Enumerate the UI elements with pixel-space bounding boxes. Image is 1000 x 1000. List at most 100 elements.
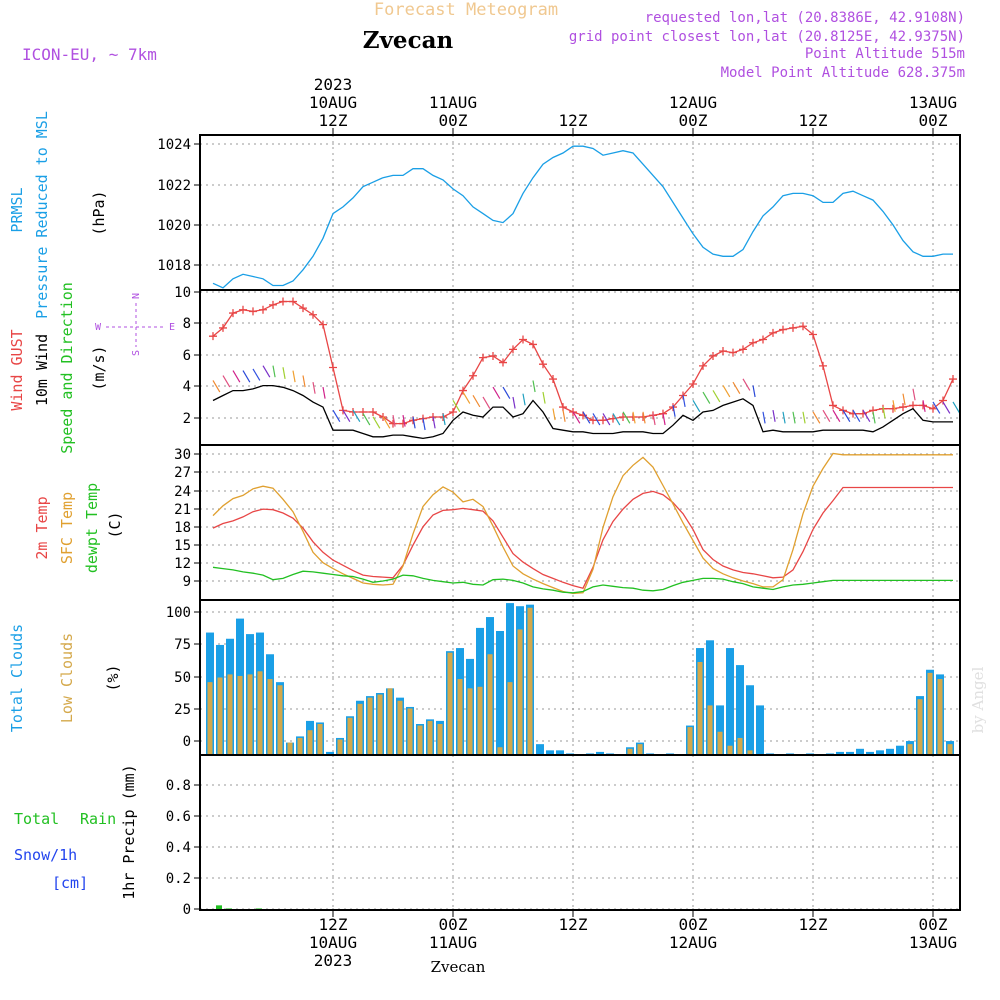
time-label-top: 13AUG (909, 93, 957, 112)
low-cloud-bar (737, 737, 743, 755)
wind-arrow (782, 411, 786, 424)
y-tick-label: 27 (174, 465, 191, 481)
gust-marker (449, 408, 457, 417)
low-cloud-bar (937, 679, 943, 755)
wind-arrow (262, 365, 271, 378)
gust-marker (299, 304, 307, 313)
wind-arrow (612, 413, 621, 426)
gust-marker (729, 348, 737, 357)
low-cloud-bar (427, 720, 433, 755)
series-line-10m-wind (212, 384, 953, 440)
gust-marker (779, 325, 787, 334)
low-cloud-bar (707, 705, 713, 755)
series-line-2m-temp (212, 486, 953, 589)
time-label-top: 12Z (559, 111, 588, 130)
gust-marker (769, 328, 777, 337)
y-tick-label: 100 (166, 605, 191, 621)
panel-label-wind: Wind GUST (8, 329, 26, 410)
y-tick-label: 2 (183, 411, 191, 427)
low-cloud-bar (947, 744, 953, 755)
low-cloud-bar (217, 677, 223, 755)
wind-arrow (342, 409, 351, 423)
low-cloud-bar (277, 685, 283, 755)
low-cloud-bar (337, 739, 343, 755)
gust-marker (289, 297, 297, 306)
y-tick-label: 4 (183, 379, 191, 395)
wind-arrow (952, 401, 961, 414)
time-label-top: 10AUG (309, 93, 357, 112)
series-line-wind-gust (212, 300, 954, 425)
low-cloud-bar (447, 652, 453, 755)
total-cloud-bar (546, 750, 554, 755)
total-cloud-bar (846, 751, 854, 755)
wind-compass: N S W E (95, 293, 175, 356)
total-cloud-bar (726, 648, 734, 755)
y-tick-label: 9 (183, 574, 191, 590)
plot-border (199, 134, 961, 911)
wind-arrow (232, 370, 241, 383)
wind-arrow (682, 395, 686, 407)
precip-total-label: Total (14, 810, 59, 828)
low-cloud-bar (467, 688, 473, 755)
wind-arrow (572, 411, 581, 424)
wind-arrow (822, 409, 831, 423)
gust-marker (749, 338, 757, 347)
wind-arrow (252, 368, 261, 381)
rain-bar (216, 905, 222, 910)
time-label-bottom: 12Z (799, 915, 828, 934)
top-title: Forecast Meteogram (374, 0, 558, 20)
time-label-top: 12AUG (669, 93, 717, 112)
gust-marker (219, 323, 227, 332)
model-label: ICON-EU, ~ 7km (22, 45, 157, 64)
low-cloud-bar (397, 700, 403, 755)
wind-arrow (892, 400, 896, 412)
wind-arrow (402, 415, 406, 427)
total-cloud-bar (736, 665, 744, 755)
wind-arrow (602, 413, 611, 426)
total-cloud-bar (556, 750, 564, 755)
wind-arrow (932, 401, 941, 414)
time-label-bottom: 00Z (439, 915, 468, 934)
wind-arrow (592, 413, 601, 426)
low-cloud-bar (527, 607, 533, 755)
wind-arrow (912, 388, 916, 401)
y-tick-label: 0.6 (166, 809, 191, 825)
y-tick-label: 21 (174, 502, 191, 518)
gust-marker (369, 408, 377, 417)
total-cloud-bar (596, 751, 604, 755)
wind-arrow (772, 410, 776, 422)
y-tick-label: 0.2 (166, 871, 191, 887)
time-label-top: 00Z (439, 111, 468, 130)
low-cloud-bar (407, 708, 413, 755)
time-label-top: 11AUG (429, 93, 477, 112)
compass-n: N (131, 293, 142, 299)
panel-label-temp: 2m Temp (33, 496, 51, 559)
total-cloud-bar (836, 751, 844, 755)
low-cloud-bar (287, 742, 293, 755)
wind-arrow (852, 409, 861, 423)
total-cloud-bar (866, 751, 874, 755)
series-line-prmsl (212, 145, 953, 289)
panel-label-wind: 10m Wind (33, 334, 51, 406)
y-tick-label: 0.4 (166, 840, 191, 856)
time-label-top: 12Z (799, 111, 828, 130)
wind-arrow (552, 408, 556, 421)
low-cloud-bar (907, 744, 913, 755)
time-label-top: 12Z (319, 111, 348, 130)
y-tick-label: 1024 (157, 137, 191, 153)
wind-arrow (492, 386, 501, 399)
gust-marker (259, 305, 267, 314)
wind-arrow (742, 378, 751, 391)
wind-arrow (712, 390, 721, 403)
time-label-bottom: 00Z (919, 915, 948, 934)
wind-arrow (522, 393, 526, 406)
wind-arrow (452, 399, 461, 413)
wind-arrow (462, 391, 471, 404)
low-cloud-bar (387, 688, 393, 755)
low-cloud-bar (307, 730, 313, 755)
low-cloud-bar (917, 699, 923, 755)
gust-marker (359, 408, 367, 417)
wind-arrow (312, 382, 316, 394)
gust-marker (499, 358, 507, 367)
wind-arrow (902, 393, 906, 406)
